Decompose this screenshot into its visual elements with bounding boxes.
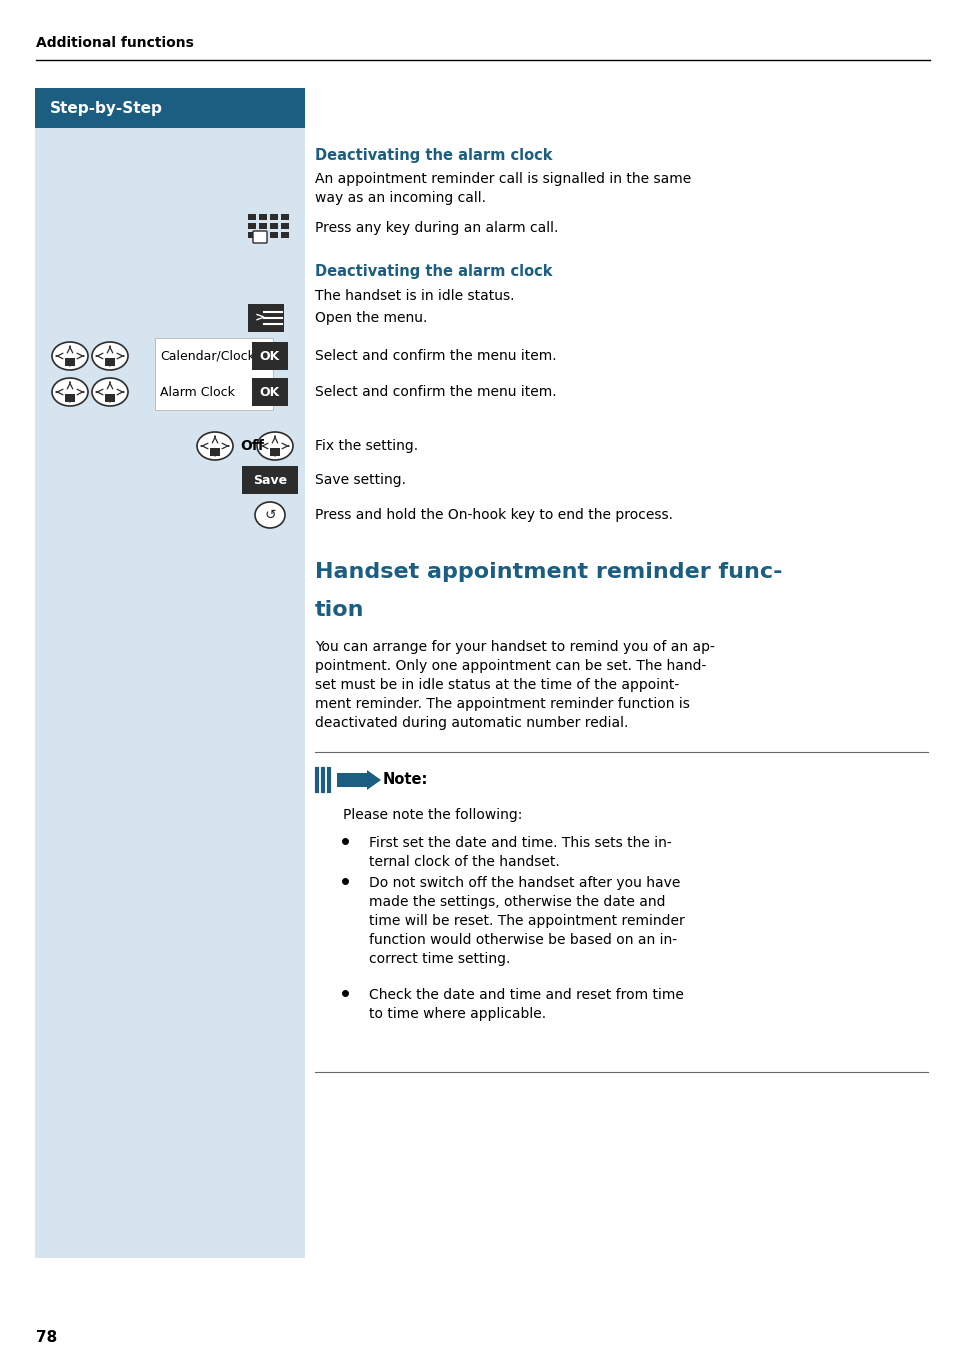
FancyBboxPatch shape <box>270 223 277 228</box>
FancyBboxPatch shape <box>248 223 255 228</box>
Text: Press and hold the On-hook key to end the process.: Press and hold the On-hook key to end th… <box>314 508 672 522</box>
FancyBboxPatch shape <box>210 448 220 456</box>
FancyBboxPatch shape <box>248 214 255 220</box>
Text: Save setting.: Save setting. <box>314 473 406 487</box>
Text: Save: Save <box>253 473 287 487</box>
FancyBboxPatch shape <box>253 231 267 243</box>
Text: tion: tion <box>314 600 364 621</box>
Text: OK: OK <box>259 350 280 362</box>
Text: Deactivating the alarm clock: Deactivating the alarm clock <box>314 264 552 279</box>
Text: Additional functions: Additional functions <box>36 37 193 50</box>
Text: Note:: Note: <box>382 772 428 787</box>
FancyBboxPatch shape <box>281 214 289 220</box>
FancyBboxPatch shape <box>281 233 289 238</box>
FancyBboxPatch shape <box>258 214 267 220</box>
FancyBboxPatch shape <box>242 466 297 493</box>
Text: Calendar/Clock: Calendar/Clock <box>160 350 254 362</box>
Text: The handset is in idle status.: The handset is in idle status. <box>314 289 514 303</box>
Text: Do not switch off the handset after you have
made the settings, otherwise the da: Do not switch off the handset after you … <box>369 876 684 965</box>
Text: >: > <box>254 311 265 324</box>
Text: First set the date and time. This sets the in-
ternal clock of the handset.: First set the date and time. This sets t… <box>369 836 671 869</box>
Text: ↺: ↺ <box>264 508 275 522</box>
FancyBboxPatch shape <box>270 233 277 238</box>
Text: Open the menu.: Open the menu. <box>314 311 427 324</box>
FancyBboxPatch shape <box>248 233 255 238</box>
Text: Check the date and time and reset from time
to time where applicable.: Check the date and time and reset from t… <box>369 988 683 1021</box>
Text: Fix the setting.: Fix the setting. <box>314 439 417 453</box>
FancyBboxPatch shape <box>248 304 284 333</box>
Text: Handset appointment reminder func-: Handset appointment reminder func- <box>314 562 781 581</box>
Text: Please note the following:: Please note the following: <box>343 808 522 822</box>
Text: Press any key during an alarm call.: Press any key during an alarm call. <box>314 220 558 235</box>
Text: OK: OK <box>259 385 280 399</box>
Text: You can arrange for your handset to remind you of an ap-
pointment. Only one app: You can arrange for your handset to remi… <box>314 639 714 730</box>
FancyBboxPatch shape <box>65 358 75 366</box>
Ellipse shape <box>52 379 88 406</box>
Ellipse shape <box>196 433 233 460</box>
Text: Alarm Clock: Alarm Clock <box>160 385 234 399</box>
FancyBboxPatch shape <box>270 448 280 456</box>
FancyBboxPatch shape <box>281 223 289 228</box>
Ellipse shape <box>52 342 88 370</box>
Ellipse shape <box>91 379 128 406</box>
Text: Select and confirm the menu item.: Select and confirm the menu item. <box>314 385 556 399</box>
FancyBboxPatch shape <box>258 223 267 228</box>
FancyBboxPatch shape <box>258 233 267 238</box>
FancyBboxPatch shape <box>35 88 305 128</box>
Text: Deactivating the alarm clock: Deactivating the alarm clock <box>314 147 552 164</box>
Text: An appointment reminder call is signalled in the same
way as an incoming call.: An appointment reminder call is signalle… <box>314 172 691 206</box>
FancyArrow shape <box>336 771 380 790</box>
FancyBboxPatch shape <box>105 358 115 366</box>
Text: Step-by-Step: Step-by-Step <box>50 100 163 115</box>
FancyBboxPatch shape <box>65 393 75 402</box>
Ellipse shape <box>256 433 293 460</box>
FancyBboxPatch shape <box>154 338 273 410</box>
FancyBboxPatch shape <box>252 379 288 406</box>
Text: Select and confirm the menu item.: Select and confirm the menu item. <box>314 349 556 362</box>
FancyBboxPatch shape <box>35 88 305 1257</box>
Ellipse shape <box>254 502 285 529</box>
Text: 78: 78 <box>36 1330 57 1345</box>
FancyBboxPatch shape <box>270 214 277 220</box>
FancyBboxPatch shape <box>252 342 288 370</box>
Ellipse shape <box>91 342 128 370</box>
FancyBboxPatch shape <box>105 393 115 402</box>
Text: Off: Off <box>240 439 264 453</box>
